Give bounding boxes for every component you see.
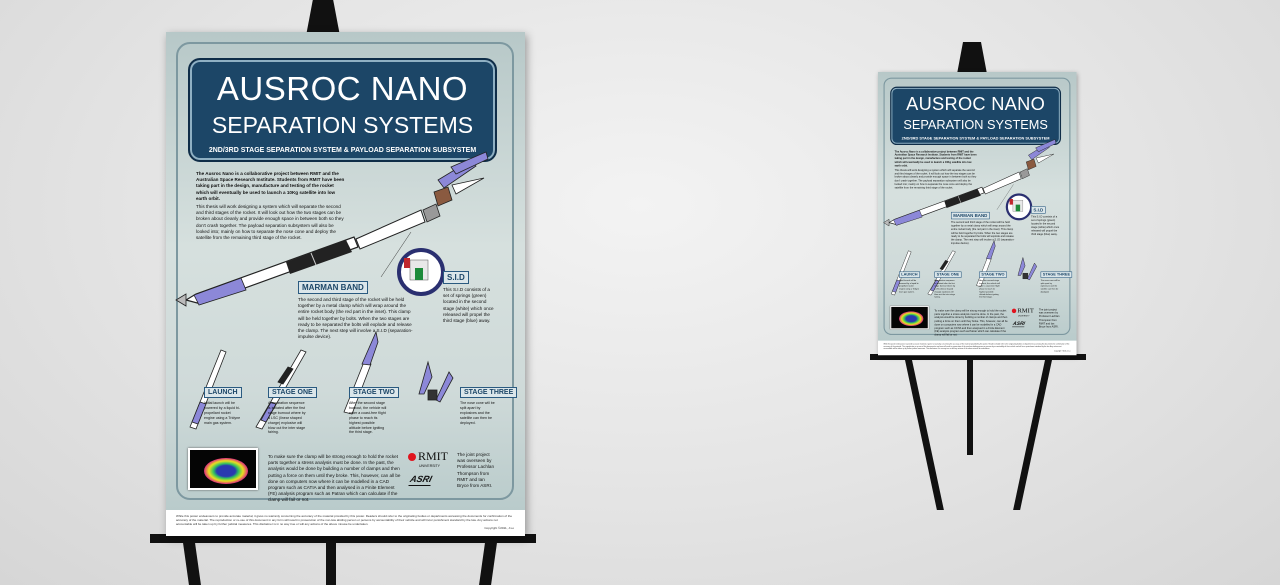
rmit-dot-icon [408,453,416,461]
title-line2: SEPARATION SYSTEMS [903,116,1048,132]
subtitle: 2ND/3RD STAGE SEPARATION SYSTEM & PAYLOA… [208,147,477,154]
rmit-wordmark: RMIT [1017,306,1034,315]
sid-inset [1005,193,1033,221]
rmit-sub: UNIVERSITY [1017,314,1030,318]
easel-shelf [150,534,536,543]
stage-text-launch: Initial launch will be powered by a liqu… [204,401,241,425]
easel-top-post [306,0,340,36]
disclaimer: While this poster endeavours to provide … [176,514,513,526]
stage-label-one: STAGE ONE [934,271,962,278]
easel-leg [183,543,201,585]
stage-label-two: STAGE TWO [979,271,1007,278]
marman-band-text: The second and third stage of the rocket… [298,297,413,340]
fe-analysis-image [188,448,258,490]
sid-text: This S.I.D consists of a set of springs … [443,287,494,324]
easel-top-post [957,42,987,74]
easel-leg [1013,360,1052,510]
intro-body: This thesis will work designing a system… [196,204,344,241]
disclaimer-text: While this poster endeavours to provide … [176,514,514,530]
sid-label: S.I.D [443,271,469,284]
stage-label-one: STAGE ONE [268,387,317,398]
main-rocket [883,139,1057,227]
copyright: Copyright ©2011, J.Lo [1054,349,1071,352]
stage-label-three: STAGE THREE [460,387,518,398]
easel-leg [479,543,497,585]
stage-text-one: A separation sequence is initiated after… [934,279,956,299]
stage-text-launch: Initial launch will be powered by a liqu… [899,279,920,293]
stage-text-one: A separation sequence is initiated after… [268,401,306,435]
main-rocket [175,151,489,307]
title-line2: SEPARATION SYSTEMS [211,112,474,138]
title-line1: AUSROC NANO [906,93,1046,115]
title-box: AUSROC NANO SEPARATION SYSTEMS 2ND/3RD S… [188,58,497,162]
easel-shelf [870,354,1086,360]
joint-project-text: The joint project was overseen by Profes… [1038,308,1060,329]
marman-band-label: MARMAN BAND [950,211,990,220]
easel-leg [905,360,944,510]
poster-small: AUSROC NANO SEPARATION SYSTEMS 2ND/3RD S… [878,72,1077,356]
analysis-text: To make sure the clamp will be strong en… [934,309,1008,337]
stage-label-three: STAGE THREE [1040,271,1073,278]
rocket-illustration [883,139,1057,296]
poster-frame [883,77,1071,336]
stage-text-two: After the second stage burnout, the vehi… [349,401,387,435]
rocket-illustration [175,151,489,430]
disclaimer-text: While this poster endeavours to provide … [884,343,1071,352]
intro-body: This thesis will work designing a system… [894,168,977,189]
intro-bold: The Ausroc Nano is a collaborative proje… [196,171,345,201]
stage-text-three: The nose cone will be split apart by exp… [460,401,495,425]
easel-leg [326,543,336,585]
rmit-wordmark: RMIT [418,449,448,463]
marman-band-label: MARMAN BAND [298,281,368,294]
joint-project-text: The joint project was overseen by Profes… [457,452,495,489]
title-box: AUSROC NANO SEPARATION SYSTEMS 2ND/3RD S… [890,86,1062,146]
easel-leg [967,360,973,455]
intro-text: The Ausroc Nano is a collaborative proje… [196,171,346,241]
marman-band-text: The second and third stage of the rocket… [950,220,1015,245]
stage-label-launch: LAUNCH [204,387,242,398]
sid-label: S.I.D [1031,206,1046,214]
poster: AUSROC NANO SEPARATION SYSTEMS 2ND/3RD S… [166,32,525,536]
rmit-logo: RMIT UNIVERSITY [408,450,454,470]
sid-inset [397,248,445,296]
rmit-sub: UNIVERSITY [419,464,441,468]
rmit-logo: RMIT UNIVERSITY [1011,306,1037,318]
asri-logo: ASRI [408,474,434,486]
copyright: Copyright ©2011, J.Lo [484,526,514,530]
rmit-dot-icon [1011,308,1017,314]
stage-text-three: The nose cone will be split apart by exp… [1040,279,1060,293]
analysis-text: To make sure the clamp will be strong en… [268,454,401,503]
subtitle: 2ND/3RD STAGE SEPARATION SYSTEM & PAYLOA… [901,136,1050,141]
sid-text: This S.I.D consists of a set of springs … [1031,215,1060,236]
stage-text-two: After the second stage burnout, the vehi… [979,279,1000,299]
stage-label-two: STAGE TWO [349,387,399,398]
title-line1: AUSROC NANO [216,70,469,107]
intro-text: The Ausroc Nano is a collaborative proje… [895,150,978,189]
asri-logo: ASRI [1012,320,1026,328]
intro-bold: The Ausroc Nano is a collaborative proje… [894,150,977,167]
disclaimer: While this poster endeavours to provide … [883,342,1070,350]
fe-analysis-image [890,305,929,330]
poster-frame [176,42,514,500]
stage-label-launch: LAUNCH [899,271,920,278]
